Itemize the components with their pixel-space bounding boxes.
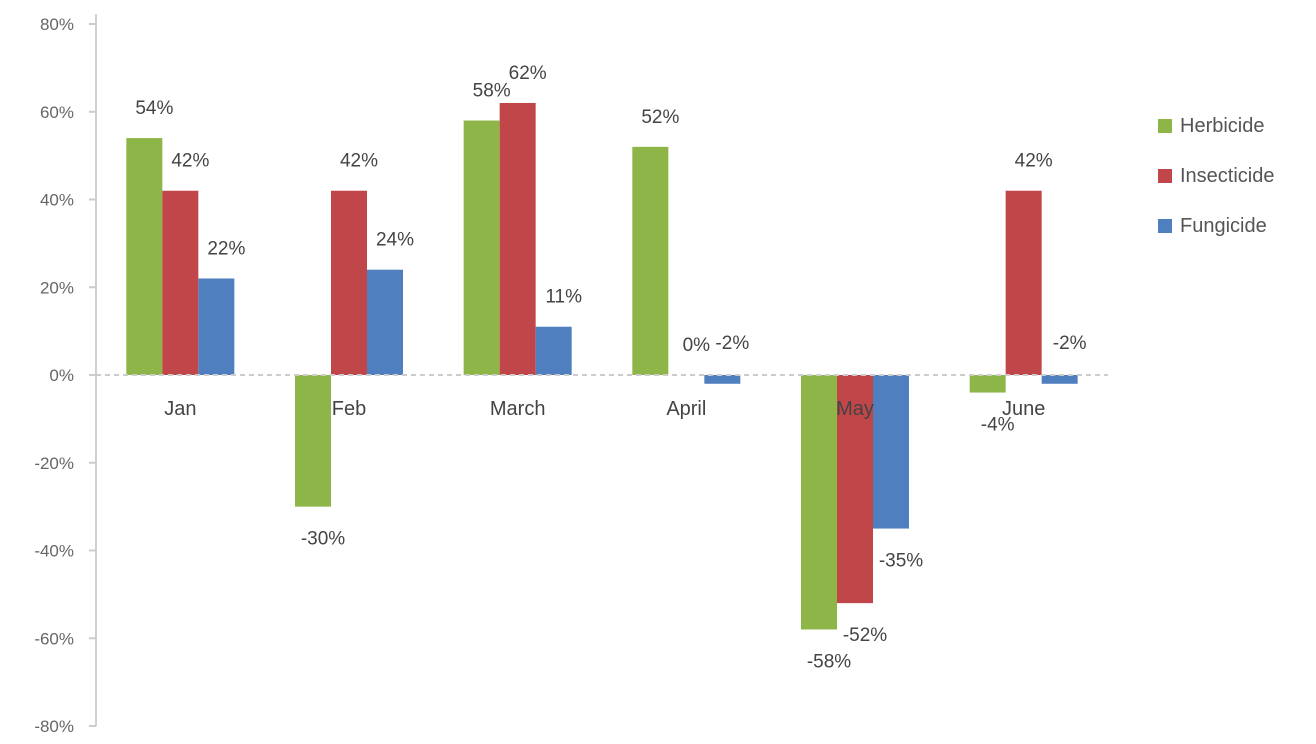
- series-herbicide: [126, 120, 1006, 630]
- bar: [463, 120, 500, 376]
- bar: [801, 375, 837, 630]
- y-tick-label: 0%: [49, 366, 74, 385]
- legend-swatch: [1158, 119, 1172, 133]
- y-axis: 80% 60% 40% 20% 0% -20% -40% -60% -80%: [34, 14, 97, 736]
- bar: [367, 269, 403, 375]
- data-label: 54%: [135, 98, 173, 119]
- bar: [632, 146, 669, 375]
- legend-swatch: [1158, 169, 1172, 183]
- y-tick-label: -60%: [34, 629, 74, 648]
- data-label: 42%: [171, 151, 209, 172]
- data-label: 42%: [340, 151, 378, 172]
- legend-item: Insecticide: [1158, 165, 1275, 187]
- category-label: Feb: [332, 398, 366, 420]
- data-label: -4%: [981, 415, 1015, 436]
- series-insecticide: [162, 102, 1042, 604]
- data-label: 62%: [509, 63, 547, 84]
- category-label: June: [1002, 398, 1045, 420]
- y-tick-label: 20%: [40, 278, 74, 297]
- legend-swatch: [1158, 219, 1172, 233]
- bar: [331, 190, 367, 375]
- bar: [704, 375, 741, 384]
- bar: [162, 190, 199, 375]
- bar-series-group: [126, 102, 1078, 630]
- bar: [126, 138, 163, 375]
- legend-item: Herbicide: [1158, 115, 1264, 137]
- bar: [1041, 375, 1078, 384]
- data-label: -58%: [807, 651, 851, 672]
- y-tick-label: 60%: [40, 103, 74, 122]
- data-label: 0%: [683, 335, 711, 356]
- bar: [837, 375, 873, 604]
- category-labels: Jan Feb March April May June: [164, 398, 1045, 420]
- y-tick-label: -40%: [34, 542, 74, 561]
- bar: [535, 326, 572, 375]
- bar: [295, 375, 331, 507]
- y-tick-label: 40%: [40, 191, 74, 210]
- data-label: -2%: [1053, 333, 1087, 354]
- y-tick-label: -80%: [34, 717, 74, 736]
- data-label: 22%: [207, 238, 245, 259]
- legend: Herbicide Insecticide Fungicide: [1158, 115, 1275, 237]
- data-label: 52%: [641, 107, 679, 128]
- data-label: -30%: [301, 529, 345, 550]
- bar: [873, 375, 909, 529]
- category-label: March: [490, 398, 546, 420]
- legend-label: Insecticide: [1180, 165, 1275, 187]
- category-label: May: [836, 398, 874, 420]
- data-label: 42%: [1015, 151, 1053, 172]
- series-fungicide: [198, 269, 1078, 529]
- y-tick-label: -20%: [34, 454, 74, 473]
- category-label: Jan: [164, 398, 196, 420]
- bar: [198, 278, 235, 375]
- legend-label: Fungicide: [1180, 215, 1267, 237]
- y-tick-label: 80%: [40, 15, 74, 34]
- bar: [969, 375, 1006, 393]
- bar: [499, 102, 536, 375]
- data-label: 11%: [545, 287, 582, 308]
- data-label: -2%: [715, 333, 749, 354]
- legend-label: Herbicide: [1180, 115, 1264, 137]
- bar: [1005, 190, 1042, 375]
- legend-item: Fungicide: [1158, 215, 1267, 237]
- data-label: -52%: [843, 625, 887, 646]
- data-labels: 54% -30% 58% 52% -58% -4% 42% 42% 62% 0% -52% 42% 22…: [135, 63, 1087, 672]
- data-label: 58%: [473, 81, 511, 102]
- category-label: April: [666, 398, 706, 420]
- data-label: 24%: [376, 230, 414, 251]
- data-label: -35%: [879, 551, 923, 572]
